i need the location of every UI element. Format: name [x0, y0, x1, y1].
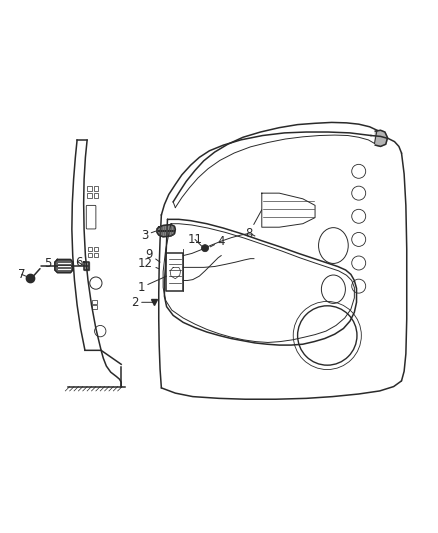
Polygon shape	[375, 130, 388, 147]
Text: 3: 3	[141, 229, 157, 241]
Text: 8: 8	[245, 210, 262, 240]
Bar	[92, 300, 97, 304]
Bar	[87, 193, 92, 198]
Bar	[87, 186, 92, 190]
Text: 6: 6	[74, 256, 84, 269]
Bar	[88, 253, 92, 257]
Text: 12: 12	[138, 256, 159, 270]
Text: 7: 7	[18, 268, 28, 281]
Bar	[92, 305, 97, 309]
Text: 5: 5	[44, 256, 55, 270]
Polygon shape	[157, 224, 175, 237]
Bar	[94, 193, 99, 198]
Text: 9: 9	[145, 248, 160, 262]
Bar	[94, 247, 98, 251]
Polygon shape	[84, 262, 89, 270]
Bar	[94, 186, 99, 190]
Text: 11: 11	[187, 233, 202, 247]
Text: 2: 2	[131, 296, 152, 309]
Bar	[88, 247, 92, 251]
Text: 1: 1	[138, 276, 166, 294]
Circle shape	[201, 245, 208, 252]
Text: 4: 4	[210, 235, 225, 248]
Bar	[94, 253, 98, 257]
Polygon shape	[55, 260, 73, 272]
